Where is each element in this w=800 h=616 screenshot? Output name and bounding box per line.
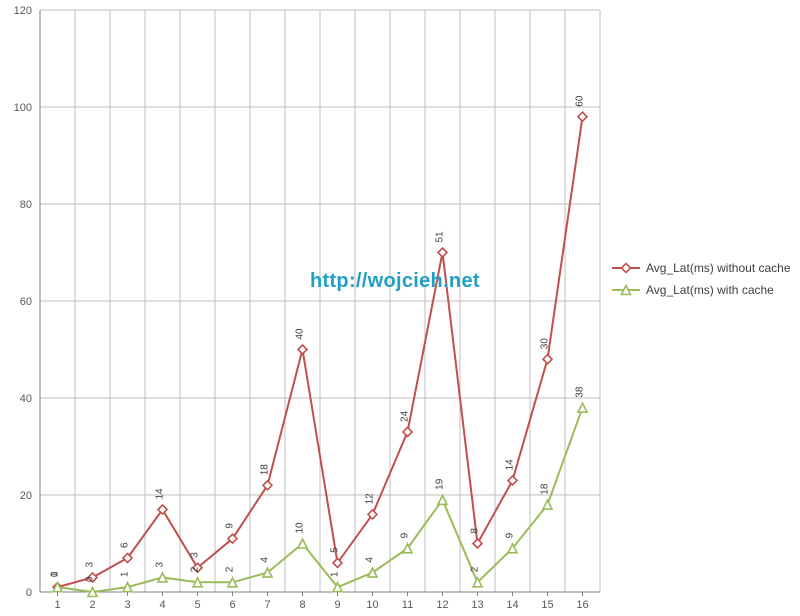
x-tick-label: 16 bbox=[576, 599, 588, 611]
x-tick-label: 5 bbox=[194, 599, 200, 611]
legend-label: Avg_Lat(ms) without cache bbox=[646, 261, 791, 275]
y-tick-label: 80 bbox=[20, 199, 32, 211]
data-label: 9 bbox=[225, 523, 236, 529]
y-tick-label: 20 bbox=[20, 490, 32, 502]
x-tick-label: 13 bbox=[471, 599, 483, 611]
data-label: 4 bbox=[260, 557, 271, 563]
data-label: 2 bbox=[225, 566, 236, 572]
data-label: 1 bbox=[330, 571, 341, 577]
x-tick-label: 10 bbox=[366, 599, 378, 611]
x-tick-label: 4 bbox=[159, 599, 165, 611]
data-label: 3 bbox=[190, 552, 201, 558]
data-label: 38 bbox=[575, 386, 586, 398]
x-tick-label: 8 bbox=[299, 599, 305, 611]
data-label: 3 bbox=[155, 561, 166, 567]
x-tick-label: 2 bbox=[89, 599, 95, 611]
latency-chart: 0204060801001201234567891011121314151603… bbox=[0, 0, 800, 616]
x-tick-label: 12 bbox=[436, 599, 448, 611]
legend-label: Avg_Lat(ms) with cache bbox=[646, 283, 774, 297]
x-tick-label: 7 bbox=[264, 599, 270, 611]
data-label: 18 bbox=[260, 464, 271, 476]
data-label: 19 bbox=[435, 478, 446, 490]
x-tick-label: 11 bbox=[402, 599, 413, 611]
y-tick-label: 40 bbox=[20, 393, 32, 405]
y-tick-label: 100 bbox=[14, 102, 32, 114]
x-tick-label: 1 bbox=[54, 599, 60, 611]
data-label: 30 bbox=[540, 338, 551, 350]
x-tick-label: 14 bbox=[506, 599, 518, 611]
data-label: 14 bbox=[505, 459, 516, 471]
data-label: 18 bbox=[540, 483, 551, 495]
data-label: 0 bbox=[85, 576, 96, 582]
data-label: 40 bbox=[295, 328, 306, 340]
y-tick-label: 0 bbox=[26, 587, 32, 599]
x-tick-label: 9 bbox=[334, 599, 340, 611]
data-label: 1 bbox=[50, 571, 61, 577]
data-label: 4 bbox=[365, 557, 376, 563]
x-tick-label: 3 bbox=[124, 599, 130, 611]
data-label: 6 bbox=[120, 542, 131, 548]
data-label: 8 bbox=[470, 528, 481, 534]
data-label: 10 bbox=[295, 522, 306, 534]
data-label: 5 bbox=[330, 547, 341, 553]
y-tick-label: 120 bbox=[14, 5, 32, 17]
data-label: 2 bbox=[190, 566, 201, 572]
data-label: 1 bbox=[120, 571, 131, 577]
data-label: 60 bbox=[575, 95, 586, 107]
data-label: 12 bbox=[365, 493, 376, 505]
y-tick-label: 60 bbox=[20, 296, 32, 308]
data-label: 9 bbox=[400, 532, 411, 538]
data-label: 51 bbox=[435, 231, 446, 243]
x-tick-label: 6 bbox=[229, 599, 235, 611]
data-label: 2 bbox=[470, 566, 481, 572]
data-label: 24 bbox=[400, 410, 411, 422]
data-label: 9 bbox=[505, 532, 516, 538]
data-label: 3 bbox=[85, 561, 96, 567]
data-label: 14 bbox=[155, 488, 166, 500]
x-tick-label: 15 bbox=[541, 599, 553, 611]
